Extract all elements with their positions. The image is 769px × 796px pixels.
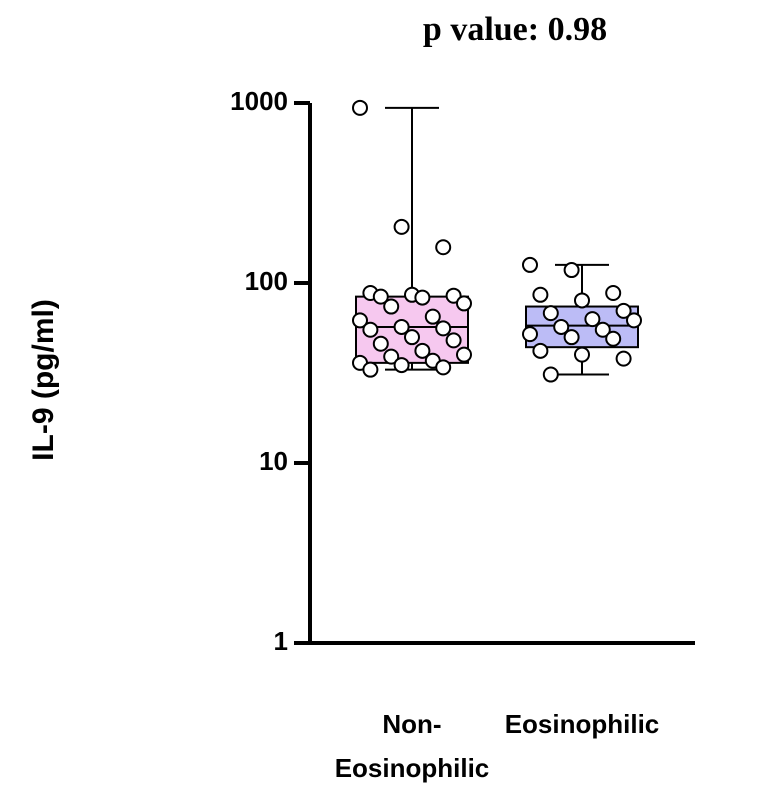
data-point	[393, 357, 410, 374]
data-point	[445, 287, 462, 304]
data-point	[605, 330, 622, 347]
data-point	[414, 342, 431, 359]
data-point	[372, 288, 389, 305]
data-point	[404, 329, 420, 346]
data-point	[456, 295, 472, 312]
data-point	[594, 321, 611, 338]
data-point	[574, 346, 590, 363]
data-point	[435, 320, 452, 337]
data-point	[563, 262, 580, 279]
data-point	[584, 311, 601, 328]
x-tick-label: Eosinophilic	[505, 709, 660, 739]
data-point	[414, 289, 431, 306]
data-point	[574, 292, 590, 309]
data-point	[352, 312, 368, 329]
y-tick-label: 10	[259, 446, 288, 476]
data-point	[456, 346, 472, 363]
data-point	[522, 256, 538, 273]
data-point	[393, 318, 410, 335]
data-point	[362, 321, 379, 338]
data-point	[393, 218, 410, 235]
data-point	[445, 332, 462, 349]
data-point	[362, 361, 379, 378]
data-point	[372, 335, 389, 352]
data-point	[542, 305, 559, 322]
data-point	[542, 366, 559, 383]
data-point	[615, 350, 632, 367]
data-point	[424, 308, 441, 325]
y-tick-label: 100	[245, 266, 288, 296]
x-tick-label: Non-Eosinophilic	[335, 709, 490, 783]
data-point	[435, 359, 452, 376]
data-point	[615, 302, 632, 319]
data-point	[605, 284, 622, 301]
chart-title: p value: 0.98	[423, 11, 607, 48]
data-point	[532, 342, 549, 359]
data-point	[383, 348, 400, 365]
data-point	[435, 239, 452, 256]
data-point	[522, 326, 538, 343]
data-point	[563, 329, 580, 346]
data-point	[626, 312, 642, 329]
data-point	[383, 298, 400, 315]
data-point	[352, 99, 368, 116]
data-point	[553, 318, 570, 335]
y-axis-label: IL-9 (pg/ml)	[27, 299, 60, 461]
data-point	[532, 286, 549, 303]
y-tick-label: 1	[274, 626, 288, 656]
y-tick-label: 1000	[230, 86, 288, 116]
